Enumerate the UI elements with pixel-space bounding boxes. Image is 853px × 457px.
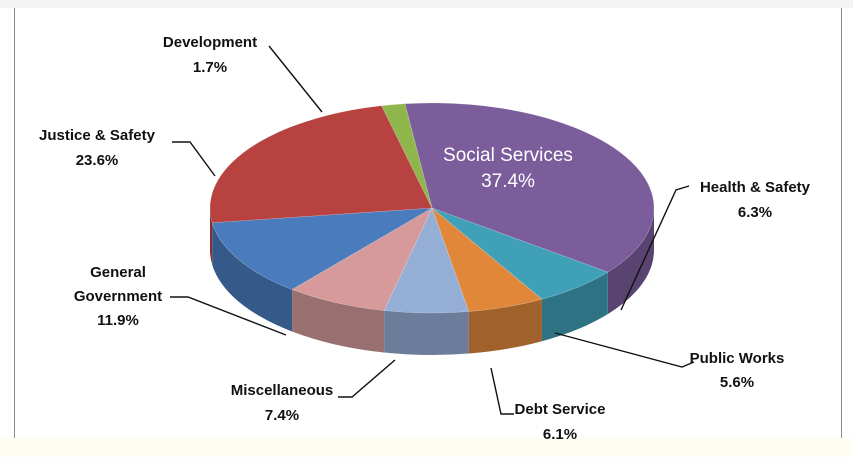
slice-general-government (211, 207, 433, 290)
slice-development (381, 103, 433, 209)
slice-social-services (404, 102, 655, 273)
leader-justice-safety (172, 141, 216, 177)
value-health-safety: 6.3% (738, 204, 772, 221)
label-social-services: Social Services (443, 145, 573, 166)
side-social-services (607, 208, 654, 315)
label-general-government-1: General (90, 264, 146, 281)
value-miscellaneous: 7.4% (265, 407, 299, 424)
side-miscellaneous (292, 289, 385, 353)
slice-miscellaneous (291, 207, 433, 311)
slice-health-and-safety (431, 207, 609, 300)
slice-public-works (431, 207, 543, 312)
label-health-safety: Health & Safety (700, 179, 811, 196)
leader-development (268, 45, 323, 113)
leader-health-safety (620, 185, 690, 311)
label-development: Development (163, 34, 257, 51)
value-social-services: 37.4% (481, 171, 535, 192)
side-debt-service (384, 310, 469, 355)
side-general-government (212, 222, 293, 332)
label-general-government-2: Government (74, 288, 162, 305)
top-strip (0, 0, 853, 8)
value-justice-safety: 23.6% (76, 152, 119, 169)
side-public-works (468, 299, 542, 354)
pie-sides (210, 208, 654, 355)
label-miscellaneous: Miscellaneous (231, 382, 334, 399)
leader-miscellaneous (338, 359, 396, 398)
bottom-strip (0, 438, 853, 457)
value-public-works: 5.6% (720, 374, 754, 391)
side-health-and-safety (541, 272, 608, 342)
leader-general-government (170, 296, 287, 336)
leader-public-works (554, 332, 695, 368)
pie-tops (209, 102, 655, 314)
leader-lines (170, 45, 695, 415)
value-development: 1.7% (193, 59, 227, 76)
slice-debt-service (383, 207, 470, 314)
leader-debt-service (490, 367, 514, 415)
value-general-government: 11.9% (97, 312, 139, 329)
label-debt-service: Debt Service (515, 401, 606, 418)
label-justice-safety: Justice & Safety (39, 127, 156, 144)
value-debt-service: 6.1% (543, 426, 577, 443)
side-justice-and-safety (210, 208, 213, 265)
label-public-works: Public Works (690, 350, 785, 367)
slice-justice-and-safety (209, 105, 433, 224)
